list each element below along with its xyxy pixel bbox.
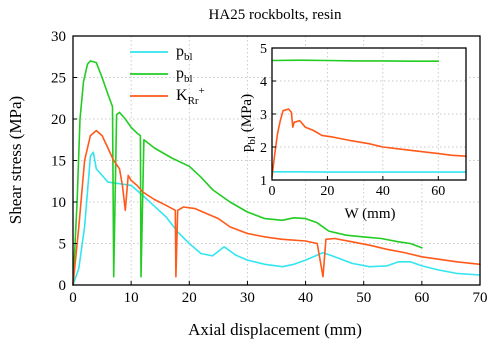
inset-x-axis-label: W (mm) [345,206,396,222]
x-axis-label: Axial displacement (mm) [188,320,362,339]
inset-y-tick-label: 2 [260,141,267,156]
inset-y-axis-label: pbl (MPa) [239,94,258,152]
main-series-line-2 [72,60,423,286]
inset-x-tick-label: 0 [269,184,276,199]
main-y-tick-label: 5 [59,237,67,253]
inset-x-tick-label: 60 [431,184,445,199]
legend-entry-main: K [176,87,188,104]
legend-entry-main: p [176,43,184,60]
legend-entry-2: pbl [176,65,193,85]
main-x-tick-label: 70 [473,290,488,306]
main-x-tick-label: 10 [124,290,139,306]
legend-entry-3: KRr+ [176,85,205,107]
inset-series-line-3 [271,108,467,178]
main-x-tick-label: 0 [69,290,77,306]
main-y-tick-label: 30 [51,29,66,45]
inset-plot-frame [271,47,467,181]
legend-entry-1: pbl [176,43,193,63]
inset-y-label-sub: bl [246,136,258,145]
chart-title: HA25 rockbolts, resin [209,7,342,23]
main-x-ticks: 0 10 20 30 40 50 60 70 [69,281,488,306]
main-y-tick-label: 25 [51,71,66,87]
legend-entry-sub: bl [184,73,193,85]
main-x-tick-label: 30 [240,290,255,306]
inset-y-tick-label: 4 [260,75,267,90]
inset-x-tick-label: 20 [320,184,334,199]
inset-series-group [271,59,467,178]
main-x-tick-label: 50 [356,290,371,306]
inset-y-label-rest: (MPa) [239,94,255,136]
main-y-tick-label: 20 [51,112,66,128]
inset-x-tick-label: 40 [376,184,390,199]
inset-y-tick-label: 1 [260,174,267,189]
main-y-tick-label: 0 [59,278,67,294]
main-y-tick-label: 15 [51,154,66,170]
inset-chart: 0 20 40 60 1 2 3 4 5 W (mm) pbl (MPa) [239,42,467,222]
main-series-line-1 [72,151,481,286]
main-x-tick-label: 40 [298,290,313,306]
legend-entry-sub: bl [184,51,193,63]
inset-y-tick-label: 3 [260,108,267,123]
inset-series-line-1 [271,59,440,62]
main-x-tick-label: 60 [414,290,429,306]
inset-x-ticks: 0 20 40 60 [269,176,445,199]
main-series-line-3 [72,129,481,286]
main-y-ticks: 0 5 10 15 20 25 30 [51,29,77,294]
main-y-tick-label: 10 [51,195,66,211]
main-series-group [72,60,481,286]
y-axis-label: Shear stress (MPa) [6,96,25,224]
inset-y-label-main: p [239,145,255,153]
legend-entry-sub: Rr [188,95,199,107]
legend-entry-main: p [176,65,184,82]
main-plot-frame [72,35,481,286]
inset-y-tick-label: 5 [260,42,267,57]
main-x-tick-label: 20 [182,290,197,306]
legend-entry-sup: + [199,85,205,97]
